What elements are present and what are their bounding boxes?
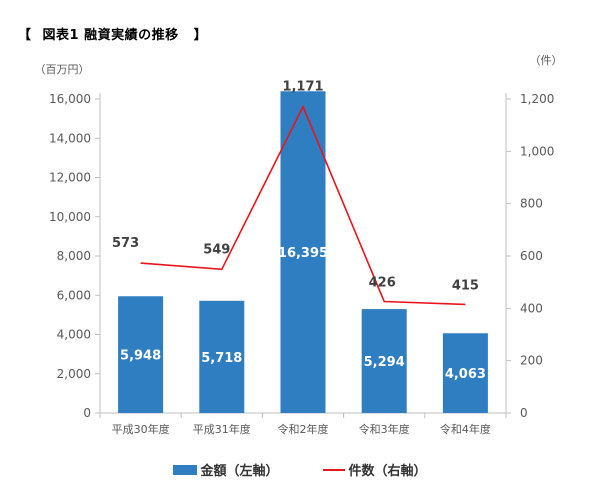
left-tick-label: 16,000: [49, 92, 91, 106]
left-tick-label: 14,000: [49, 131, 91, 145]
line-value-label: 426: [369, 276, 396, 291]
right-axis-unit: （件）: [530, 54, 563, 67]
right-tick-label: 400: [520, 301, 543, 315]
left-axis-unit: （百万円）: [35, 63, 90, 76]
bar: [280, 91, 326, 414]
line-value-label: 1,171: [282, 80, 323, 95]
left-tick-label: 6,000: [57, 288, 91, 302]
x-category-label: 平成31年度: [193, 422, 251, 436]
chart-plot: 0 2,000 4,000 6,000 8,000 10,000 12,000 14,000 1…: [35, 54, 563, 436]
left-tick-label: 8,000: [57, 249, 91, 263]
line-value-label: 549: [203, 242, 230, 257]
right-tick-label: 1,200: [520, 92, 554, 106]
x-category-label: 平成30年度: [112, 422, 170, 436]
x-category-label: 令和2年度: [278, 422, 329, 436]
bar-value-label: 16,395: [278, 246, 328, 261]
legend-item-count: 件数（右軸）: [322, 460, 427, 479]
right-tick-label: 800: [520, 197, 543, 211]
right-tick-label: 0: [520, 406, 528, 420]
title-open-bracket: 【: [18, 28, 32, 43]
line-value-label: 573: [112, 236, 139, 251]
right-tick-label: 1,000: [520, 144, 554, 158]
legend-bar-swatch: [173, 464, 198, 475]
left-tick-label: 10,000: [49, 210, 91, 224]
left-tick-label: 2,000: [57, 367, 91, 381]
chart-title: 【 図表1 融資実績の推移 】: [18, 24, 207, 43]
title-close-bracket: 】: [193, 28, 208, 43]
right-tick-label: 200: [520, 354, 543, 368]
line-value-label: 415: [452, 278, 479, 293]
legend-bar-label: 金額（左軸）: [200, 464, 279, 479]
legend-item-amount: 金額（左軸）: [173, 460, 279, 479]
title-text: 図表1 融資実績の推移: [42, 28, 179, 43]
left-tick-label: 12,000: [49, 171, 91, 185]
bar-value-label: 4,063: [445, 367, 486, 382]
bar-value-label: 5,294: [364, 355, 405, 370]
left-tick-label: 4,000: [57, 328, 91, 342]
bar: [199, 300, 245, 413]
x-category-label: 令和4年度: [440, 422, 491, 436]
bar: [361, 309, 407, 413]
bar: [442, 333, 488, 413]
x-category-label: 令和3年度: [359, 422, 410, 436]
left-tick-label: 0: [83, 406, 91, 420]
bar-value-label: 5,718: [201, 351, 242, 366]
legend-line-label: 件数（右軸）: [348, 464, 427, 479]
chart-legend: 金額（左軸） 件数（右軸）: [0, 460, 600, 479]
right-tick-label: 600: [520, 249, 543, 263]
bar-value-label: 5,948: [120, 349, 161, 364]
bar: [118, 296, 164, 413]
legend-line-swatch: [322, 468, 345, 471]
